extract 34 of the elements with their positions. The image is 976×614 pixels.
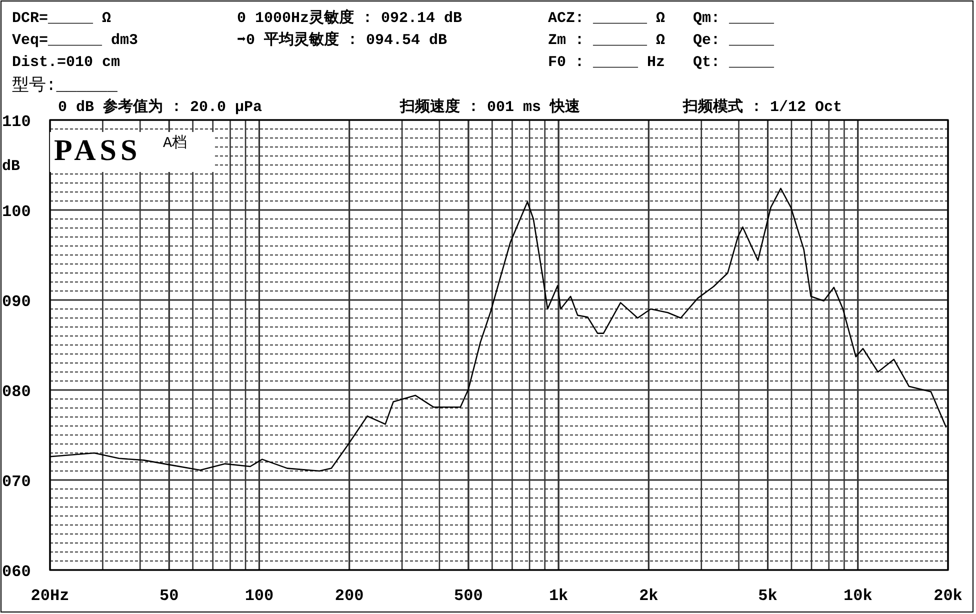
text: Dist.=010 cm bbox=[12, 54, 120, 71]
x-tick-label: 5k bbox=[758, 587, 778, 605]
text: F0 : _____ Hz bbox=[548, 54, 666, 71]
text: ACZ: ______ Ω bbox=[548, 10, 666, 27]
y-tick-label: 090 bbox=[2, 293, 31, 311]
text: ➡0 平均灵敏度 : 094.54 dB bbox=[237, 30, 448, 49]
text: 0 dB 参考值为 : 20.0 μPa bbox=[58, 98, 262, 116]
text: 扫频模式 : 1/12 Oct bbox=[682, 98, 842, 116]
y-tick-label: 100 bbox=[2, 203, 31, 221]
x-tick-label: 200 bbox=[334, 587, 364, 605]
y-axis-title: dB bbox=[2, 158, 20, 175]
x-tick-label: 2k bbox=[639, 587, 659, 605]
annotation: A档 bbox=[163, 134, 188, 152]
y-tick-label: 080 bbox=[2, 383, 31, 401]
text: 扫频速度 : 001 ms 快速 bbox=[399, 97, 582, 116]
text: Qm: _____ bbox=[693, 10, 776, 27]
x-tick-label: 500 bbox=[454, 587, 483, 605]
text: Qe: _____ bbox=[693, 32, 776, 49]
text: Zm : ______ Ω bbox=[548, 32, 666, 49]
x-tick-label: 50 bbox=[160, 587, 179, 605]
text: 型号:______ bbox=[12, 76, 118, 96]
text: Qt: _____ bbox=[693, 54, 776, 71]
text: 0 1000Hz灵敏度 : 092.14 dB bbox=[237, 8, 462, 27]
x-tick-label: 1k bbox=[548, 587, 569, 605]
y-tick-label: 060 bbox=[2, 563, 31, 581]
x-tick-label: 100 bbox=[244, 587, 274, 605]
text: DCR=_____ Ω bbox=[12, 10, 112, 27]
annotation: PASS bbox=[54, 134, 142, 167]
y-tick-label: 070 bbox=[2, 473, 31, 491]
y-tick-label: 110 bbox=[2, 113, 31, 131]
text: Veq=______ dm3 bbox=[12, 32, 138, 49]
x-tick-label: 20Hz bbox=[30, 587, 70, 605]
x-tick-label: 20k bbox=[934, 587, 963, 605]
x-tick-label: 10k bbox=[843, 587, 873, 605]
